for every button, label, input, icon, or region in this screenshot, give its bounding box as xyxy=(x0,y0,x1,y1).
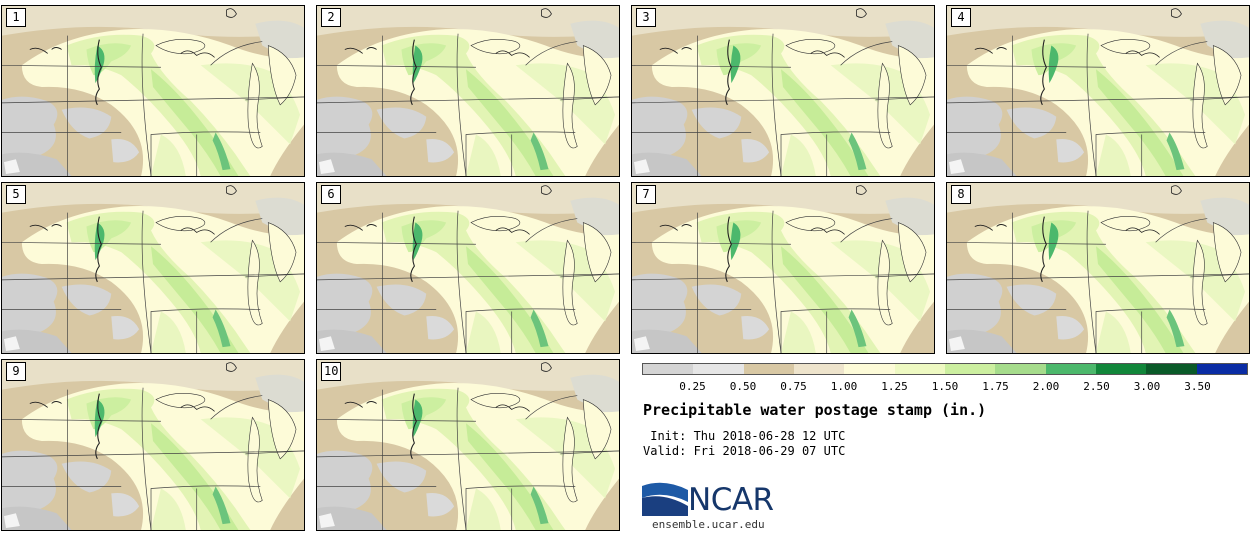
colorbar-swatch xyxy=(944,364,996,374)
colorbar-swatch xyxy=(743,364,794,374)
colorbar-swatch xyxy=(1045,364,1096,374)
colorbar-swatch xyxy=(894,364,945,374)
member-number-label: 4 xyxy=(951,8,971,27)
colorbar-tick-label: 3.00 xyxy=(1133,380,1161,393)
colorbar-swatch xyxy=(844,364,895,374)
colorbar-labels: 0.25 0.50 0.75 1.00 1.25 1.50 1.75 2.00 2.50 3.00… xyxy=(632,380,1252,394)
member-number-label: 5 xyxy=(6,185,26,204)
colorbar-tick-label: 3.50 xyxy=(1184,380,1211,393)
member-number-label: 6 xyxy=(321,185,341,204)
ensemble-member-panel: 8 xyxy=(946,182,1250,354)
colorbar-tick-label: 1.50 xyxy=(931,380,959,393)
member-number-label: 3 xyxy=(636,8,656,27)
colorbar-swatch xyxy=(793,364,845,374)
ensemble-member-panel: 4 xyxy=(946,5,1250,177)
valid-time: Valid: Fri 2018-06-29 07 UTC xyxy=(643,444,846,458)
init-time: Init: Thu 2018-06-28 12 UTC xyxy=(643,429,846,443)
logo-wordmark: NCAR xyxy=(688,482,774,518)
ensemble-member-panel: 3 xyxy=(631,5,935,177)
member-number-label: 2 xyxy=(321,8,341,27)
member-number-label: 7 xyxy=(636,185,656,204)
colorbar-tick-label: 0.50 xyxy=(729,380,757,393)
precipitable-water-map xyxy=(2,183,304,353)
colorbar xyxy=(642,363,1248,375)
ensemble-member-panel: 6 xyxy=(316,182,620,354)
logo-url: ensemble.ucar.edu xyxy=(652,518,765,531)
colorbar-tick-label: 1.00 xyxy=(830,380,858,393)
precipitable-water-map xyxy=(317,360,619,530)
precipitable-water-map xyxy=(632,183,934,353)
ensemble-member-panel: 10 xyxy=(316,359,620,531)
ensemble-member-panel: 7 xyxy=(631,182,935,354)
colorbar-swatch xyxy=(1095,364,1147,374)
map-title: Precipitable water postage stamp (in.) xyxy=(643,401,987,419)
colorbar-swatch xyxy=(643,364,694,374)
precipitable-water-map xyxy=(632,6,934,176)
precipitable-water-map xyxy=(947,6,1249,176)
precipitable-water-map xyxy=(2,360,304,530)
colorbar-tick-label: 0.75 xyxy=(780,380,807,393)
member-number-label: 10 xyxy=(321,362,342,381)
colorbar-tick-label: 2.50 xyxy=(1083,380,1110,393)
colorbar-tick-label: 1.25 xyxy=(881,380,908,393)
colorbar-swatch xyxy=(995,364,1046,374)
member-number-label: 9 xyxy=(6,362,26,381)
colorbar-tick-label: 0.25 xyxy=(679,380,706,393)
colorbar-tick-label: 2.00 xyxy=(1032,380,1060,393)
colorbar-tick-label: 1.75 xyxy=(982,380,1009,393)
member-number-label: 1 xyxy=(6,8,26,27)
colorbar-swatch xyxy=(693,364,744,374)
ensemble-member-panel: 5 xyxy=(1,182,305,354)
member-number-label: 8 xyxy=(951,185,971,204)
precipitable-water-map xyxy=(317,183,619,353)
ensemble-member-panel: 9 xyxy=(1,359,305,531)
precipitable-water-map xyxy=(317,6,619,176)
ncar-logo-icon xyxy=(642,482,688,516)
ensemble-member-panel: 2 xyxy=(316,5,620,177)
precipitable-water-map xyxy=(947,183,1249,353)
precipitable-water-map xyxy=(2,6,304,176)
ensemble-member-panel: 1 xyxy=(1,5,305,177)
colorbar-swatch xyxy=(1196,364,1247,374)
colorbar-swatch xyxy=(1146,364,1197,374)
